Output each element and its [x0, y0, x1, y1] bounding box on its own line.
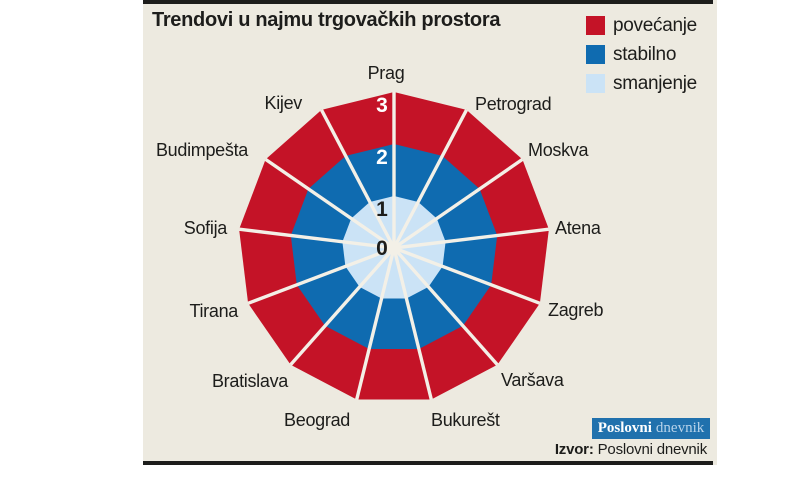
brand-badge: Poslovni dnevnik	[592, 418, 710, 439]
city-label-zagreb: Zagreb	[548, 300, 604, 320]
top-rule	[143, 0, 713, 4]
city-label-bukurest: Bukurešt	[431, 410, 500, 430]
city-label-tirana: Tirana	[189, 301, 239, 321]
legend-label: stabilno	[613, 44, 677, 65]
spoke-Varšava	[392, 246, 499, 366]
chart-panel: 0 1 2 3 Prag Petrograd Moskva Atena Zagreb Varšav…	[143, 0, 717, 465]
brand-name-primary: Poslovni	[597, 420, 652, 436]
bottom-rule	[143, 461, 713, 465]
page-title: Trendovi u najmu trgovačkih prostora	[152, 9, 501, 31]
legend-swatch-stable-icon	[586, 45, 605, 64]
city-label-kijev: Kijev	[264, 93, 302, 113]
axis-level-1: 1	[376, 198, 388, 221]
spoke-Beograd	[355, 247, 396, 400]
legend-item-povecanje: povećanje	[586, 16, 697, 35]
spoke-Budimpešta	[264, 158, 395, 250]
city-label-bratislava: Bratislava	[212, 371, 289, 391]
axis-level-0: 0	[376, 237, 388, 260]
legend-item-stabilno: stabilno	[586, 45, 697, 64]
legend-label: smanjenje	[613, 73, 697, 94]
city-label-moskva: Moskva	[528, 140, 590, 160]
legend-item-smanjenje: smanjenje	[586, 74, 697, 93]
spoke-Tirana	[247, 246, 395, 305]
axis-level-3: 3	[376, 94, 388, 117]
city-label-atena: Atena	[555, 218, 602, 238]
legend: povećanje stabilno smanjenje	[586, 16, 697, 103]
source-value: Poslovni dnevnik	[597, 441, 708, 458]
source-line: Izvor: Poslovni dnevnik	[555, 441, 707, 458]
spoke-Bukurešt	[392, 247, 433, 400]
spoke-Kijev	[319, 109, 396, 249]
spoke-Bratislava	[289, 246, 396, 366]
city-label-budimpesta: Budimpešta	[156, 140, 249, 160]
city-label-beograd: Beograd	[284, 410, 350, 430]
spoke-Atena	[393, 227, 550, 250]
city-label-prag: Prag	[368, 63, 405, 83]
city-label-sofija: Sofija	[184, 218, 229, 238]
legend-swatch-increase-icon	[586, 16, 605, 35]
spoke-Sofija	[238, 227, 395, 250]
axis-level-2: 2	[376, 146, 388, 169]
spoke-Zagreb	[393, 246, 541, 305]
trend-radar-chart: 0 1 2 3 Prag Petrograd Moskva Atena Zagreb Varšav…	[156, 63, 604, 430]
legend-label: povećanje	[613, 15, 697, 36]
city-label-varsava: Varšava	[501, 370, 565, 390]
spoke-Petrograd	[392, 109, 469, 249]
legend-swatch-decrease-icon	[586, 74, 605, 93]
brand-name-secondary: dnevnik	[655, 420, 705, 436]
spoke-Moskva	[393, 158, 524, 250]
source-label: Izvor:	[554, 441, 594, 458]
city-label-petrograd: Petrograd	[475, 94, 551, 114]
